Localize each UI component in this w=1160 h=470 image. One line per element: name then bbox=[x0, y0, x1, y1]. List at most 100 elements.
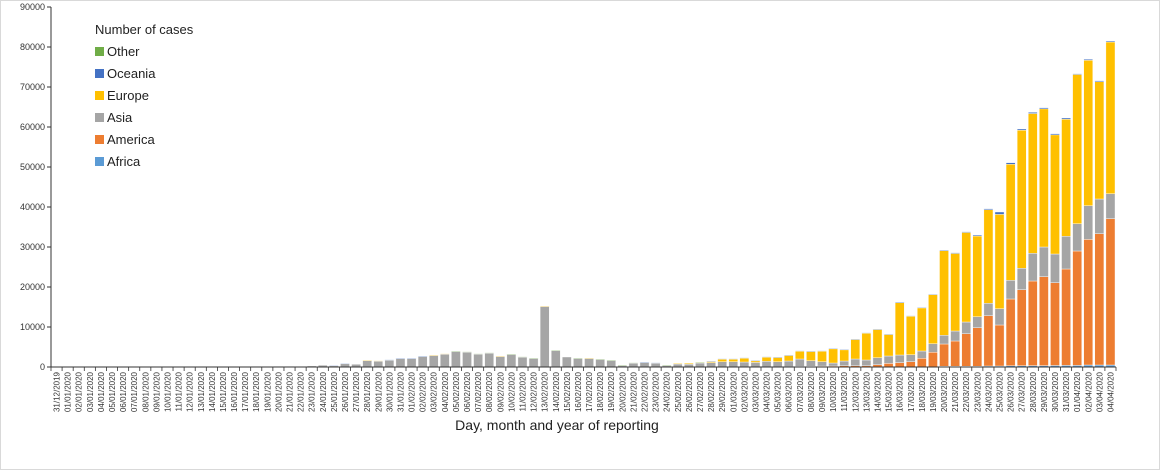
bar-segment-america bbox=[894, 362, 905, 368]
bar-segment-asia bbox=[983, 303, 994, 316]
bar-segment-asia bbox=[828, 362, 838, 367]
bar-segment-america bbox=[928, 352, 938, 368]
x-tick-label: 04/01/2020 bbox=[97, 371, 106, 412]
bar-segment-america bbox=[994, 324, 1005, 367]
bar-segment-other bbox=[661, 364, 672, 366]
bar-segment-asia bbox=[384, 360, 395, 368]
legend-title: Number of cases bbox=[95, 22, 194, 37]
bar-segment-oceania bbox=[1072, 73, 1082, 75]
bar-segment-oceania bbox=[795, 350, 805, 352]
bar-segment-asia bbox=[1083, 205, 1094, 240]
bar-segment-europe bbox=[795, 350, 805, 360]
bar-segment-oceania bbox=[728, 358, 739, 360]
x-tick-label: 19/01/2020 bbox=[263, 371, 272, 412]
legend-label-europe: Europe bbox=[107, 88, 149, 103]
legend-label-asia: Asia bbox=[107, 110, 133, 125]
bar-segment-oceania bbox=[906, 315, 916, 317]
bar-segment-other bbox=[473, 353, 483, 355]
x-tick-label: 08/02/2020 bbox=[485, 371, 494, 412]
x-tick-label: 11/02/2020 bbox=[518, 371, 527, 411]
x-tick-label: 01/02/2020 bbox=[408, 371, 417, 412]
x-tick-label: 14/03/2020 bbox=[873, 371, 882, 412]
x-tick-label: 01/04/2020 bbox=[1073, 371, 1082, 412]
y-tick-label: 90000 bbox=[20, 2, 45, 12]
bar-segment-oceania bbox=[1039, 107, 1049, 110]
x-tick-label: 27/02/2020 bbox=[696, 371, 705, 412]
bar-segment-asia bbox=[939, 335, 949, 345]
x-tick-label: 28/03/2020 bbox=[1029, 371, 1038, 412]
bar-segment-america bbox=[1083, 239, 1094, 366]
x-tick-label: 26/01/2020 bbox=[341, 371, 350, 412]
x-tick-label: 13/01/2020 bbox=[197, 371, 206, 412]
bar-segment-asia bbox=[1039, 246, 1049, 277]
bar-segment-asia bbox=[706, 362, 716, 368]
x-tick-label: 08/01/2020 bbox=[141, 371, 150, 412]
x-tick-label: 20/03/2020 bbox=[940, 371, 949, 412]
bar-segment-america bbox=[950, 340, 960, 367]
bar-segment-oceania bbox=[1094, 80, 1105, 82]
x-tick-label: 05/01/2020 bbox=[108, 371, 117, 412]
bar-segment-asia bbox=[772, 361, 783, 367]
bar-segment-oceania bbox=[1083, 59, 1094, 61]
bar-segment-asia bbox=[373, 360, 384, 368]
bar-segment-other bbox=[573, 357, 583, 359]
x-tick-label: 25/02/2020 bbox=[674, 371, 683, 412]
bar-segment-asia bbox=[928, 343, 938, 353]
x-tick-label: 16/03/2020 bbox=[896, 371, 905, 412]
bar-segment-oceania bbox=[772, 356, 783, 358]
bar-segment-oceania bbox=[406, 357, 417, 359]
x-tick-label: 17/03/2020 bbox=[907, 371, 916, 412]
x-tick-label: 27/03/2020 bbox=[1018, 371, 1027, 412]
x-tick-label: 03/01/2020 bbox=[86, 371, 95, 412]
x-tick-label: 01/03/2020 bbox=[729, 371, 738, 412]
x-tick-label: 06/02/2020 bbox=[463, 371, 472, 412]
bar-segment-oceania bbox=[417, 355, 428, 357]
bar-segment-asia bbox=[795, 358, 805, 367]
bar-segment-asia bbox=[806, 360, 816, 367]
bar-segment-oceania bbox=[1028, 112, 1038, 114]
x-tick-label: 07/03/2020 bbox=[796, 371, 805, 412]
bar-segment-asia bbox=[639, 362, 650, 368]
x-tick-label: 02/02/2020 bbox=[419, 371, 428, 412]
bar-segment-other bbox=[617, 364, 628, 366]
legend-label-america: America bbox=[107, 132, 155, 147]
bar-segment-asia bbox=[506, 354, 517, 368]
x-tick-label: 02/01/2020 bbox=[75, 371, 84, 412]
x-tick-label: 18/01/2020 bbox=[252, 371, 261, 412]
x-tick-label: 12/02/2020 bbox=[530, 371, 539, 412]
bar-segment-europe bbox=[495, 355, 506, 357]
bar-segment-asia bbox=[972, 316, 983, 328]
legend-label-oceania: Oceania bbox=[107, 66, 156, 81]
bar-segment-europe bbox=[684, 363, 694, 365]
x-tick-label: 24/01/2020 bbox=[319, 371, 328, 412]
x-tick-label: 24/02/2020 bbox=[663, 371, 672, 412]
bar-segment-asia bbox=[650, 362, 661, 368]
bar-segment-europe bbox=[1061, 118, 1071, 237]
y-tick-label: 80000 bbox=[20, 42, 45, 52]
bar-segment-asia bbox=[595, 359, 605, 368]
bar-segment-europe bbox=[539, 305, 550, 307]
bar-segment-asia bbox=[883, 355, 894, 364]
bar-segment-europe bbox=[440, 353, 450, 355]
bar-segment-america bbox=[917, 358, 927, 368]
bar-segment-asia bbox=[606, 360, 616, 368]
x-tick-label: 25/01/2020 bbox=[330, 371, 339, 412]
x-tick-label: 05/03/2020 bbox=[774, 371, 783, 412]
x-tick-label: 05/02/2020 bbox=[452, 371, 461, 412]
x-tick-label: 18/03/2020 bbox=[918, 371, 927, 412]
x-tick-label: 13/03/2020 bbox=[862, 371, 871, 412]
bar-segment-europe bbox=[994, 214, 1005, 309]
x-tick-label: 21/03/2020 bbox=[951, 371, 960, 412]
bar-segment-europe bbox=[872, 329, 883, 358]
bar-segment-europe bbox=[850, 339, 861, 360]
bar-segment-oceania bbox=[750, 360, 761, 362]
x-tick-label: 22/01/2020 bbox=[297, 371, 306, 412]
bar-segment-oceania bbox=[639, 361, 650, 363]
bar-segment-asia bbox=[517, 356, 528, 368]
bar-segment-oceania bbox=[761, 356, 772, 358]
x-tick-label: 14/02/2020 bbox=[552, 371, 561, 412]
bar-segment-other bbox=[484, 352, 494, 354]
x-tick-label: 17/02/2020 bbox=[585, 371, 594, 412]
bar-segment-oceania bbox=[850, 338, 861, 340]
x-tick-label: 27/01/2020 bbox=[352, 371, 361, 412]
